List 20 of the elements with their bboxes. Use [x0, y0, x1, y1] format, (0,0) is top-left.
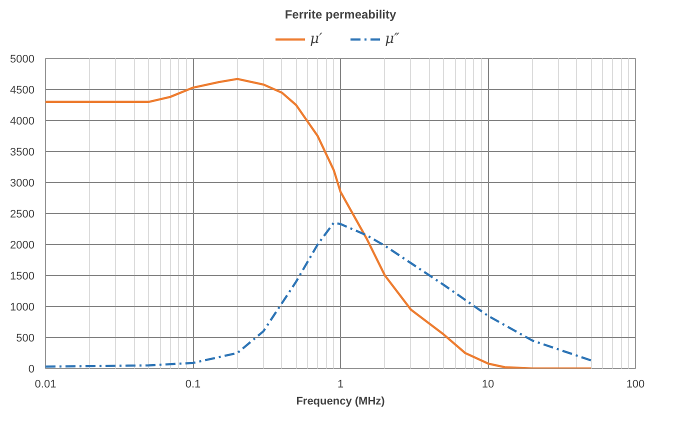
y-tick-label: 1000	[10, 302, 35, 314]
chart-title: Ferrite permeability	[284, 8, 397, 22]
x-tick-label: 0.1	[185, 378, 201, 390]
y-tick-label: 2000	[10, 240, 35, 252]
y-tick-label: 4500	[10, 84, 35, 96]
x-tick-label: 100	[626, 378, 645, 390]
y-tick-label: 3000	[10, 178, 35, 190]
x-tick-label: 0.01	[34, 378, 56, 390]
legend-label: μ′	[310, 31, 324, 47]
y-tick-label: 5000	[10, 54, 35, 66]
x-axis-title: Frequency (MHz)	[296, 396, 386, 408]
y-tick-label: 3500	[10, 146, 35, 158]
y-tick-label: 500	[16, 332, 35, 344]
y-tick-label: 2500	[10, 208, 35, 220]
x-tick-label: 1	[337, 378, 344, 390]
y-tick-label: 1500	[10, 270, 35, 282]
y-tick-label: 0	[28, 364, 35, 376]
y-tick-label: 4000	[10, 116, 35, 128]
legend-label: μ″	[385, 31, 400, 47]
x-tick-label: 10	[482, 378, 494, 390]
